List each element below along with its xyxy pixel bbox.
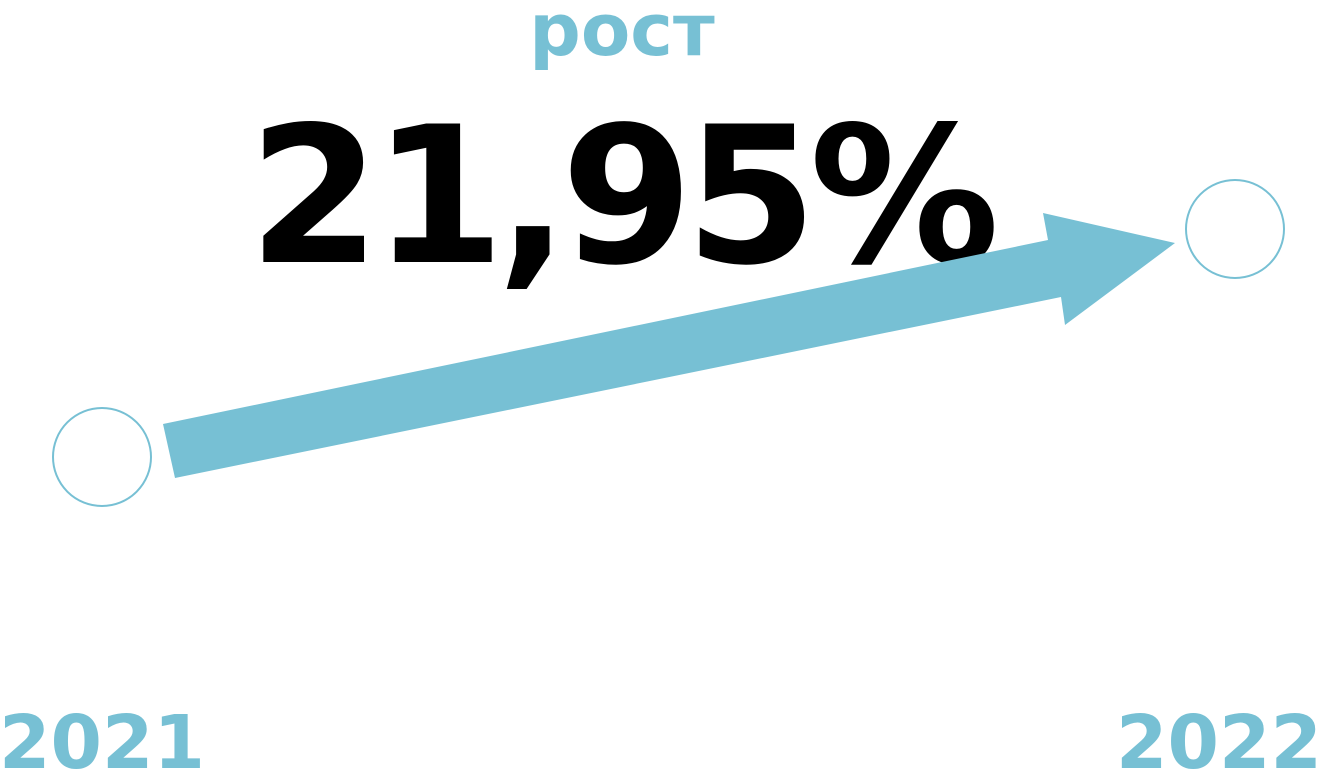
end-year: 2022 — [1116, 700, 1322, 774]
start-point — [52, 407, 152, 507]
value: 21,95% — [248, 86, 994, 307]
label: рост — [529, 0, 715, 72]
end-point — [1185, 179, 1285, 279]
start-year: 2021 — [0, 700, 205, 774]
arrow — [163, 213, 1175, 478]
